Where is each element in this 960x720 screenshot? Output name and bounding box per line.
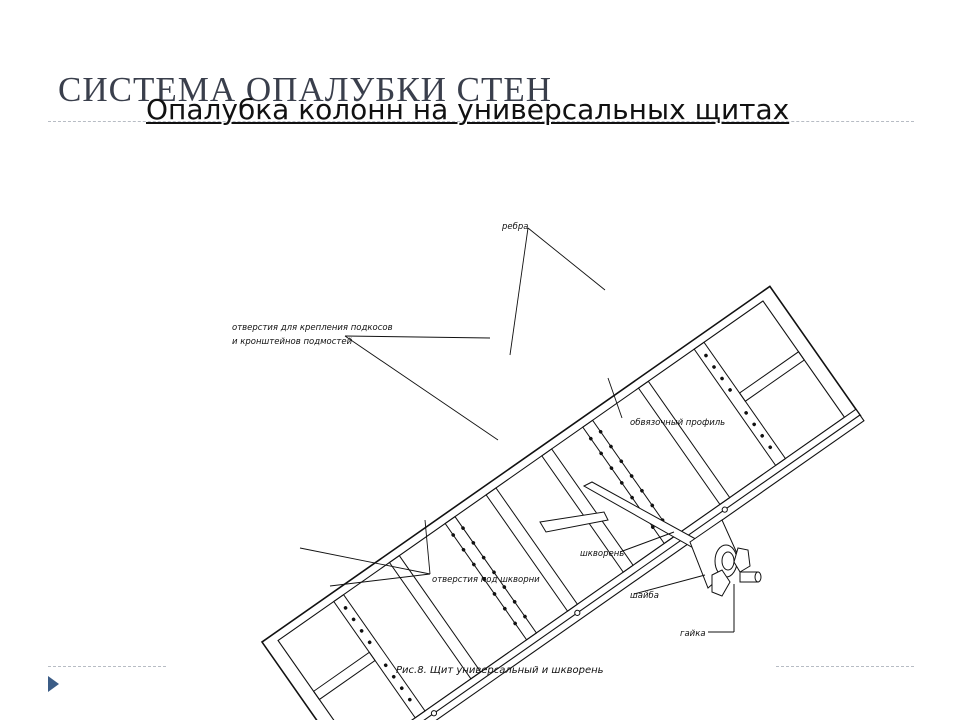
label-ribs: ребра [501,222,528,232]
footer-divider-right [776,666,914,667]
label-nut: гайка [680,629,706,639]
slide-title: СИСТЕМА ОПАЛУБКИ СТЕН [58,70,553,109]
label-washer: шайба [630,591,659,601]
label-brace-holes-line2: и кронштейнов подмостей [232,337,353,347]
label-brace-holes-line1: отверстия для крепления подкосов [232,323,393,333]
bullet-arrow-icon [48,676,59,692]
title-divider [48,121,914,122]
label-binding-profile: обвязочный профиль [630,418,725,428]
slide-subtitle: Опалубка колонн на универсальных щитах [146,93,790,126]
label-pin-holes: отверстия под шкворни [432,575,540,585]
label-pin: шкворень [580,549,624,559]
figure-caption: Рис.8. Щит универсальный и шкворень [396,665,604,676]
footer-divider-left [48,666,166,667]
